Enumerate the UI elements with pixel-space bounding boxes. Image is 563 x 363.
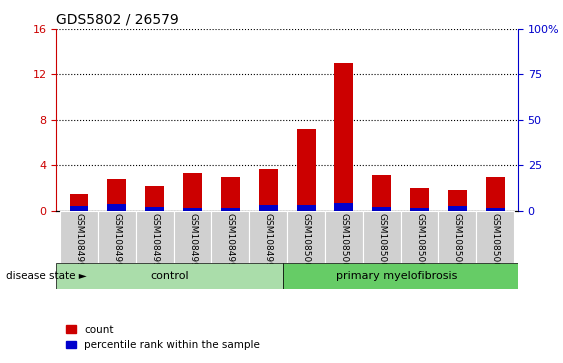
Bar [372,207,391,211]
Bar [439,211,476,263]
Text: GSM1084998: GSM1084998 [226,213,235,274]
Bar [212,211,249,263]
Bar [60,211,98,263]
Legend: count, percentile rank within the sample: count, percentile rank within the sample [61,321,265,354]
Bar [486,208,504,211]
Text: GSM1085000: GSM1085000 [302,213,311,274]
Text: GDS5802 / 26579: GDS5802 / 26579 [56,12,179,26]
Bar [259,205,278,211]
Bar [183,208,202,211]
Bar [70,193,88,206]
Bar [221,208,240,211]
Bar [259,168,278,205]
Bar [363,211,401,263]
Text: disease state ►: disease state ► [6,271,86,281]
Bar [401,211,439,263]
Bar [297,129,315,205]
Text: GSM1085003: GSM1085003 [415,213,424,274]
Text: GSM1085004: GSM1085004 [453,213,462,274]
Bar [334,203,354,211]
Bar [410,188,429,208]
Text: GSM1084996: GSM1084996 [150,213,159,274]
Bar [108,179,126,204]
Bar [283,263,533,289]
Text: primary myelofibrosis: primary myelofibrosis [336,271,458,281]
Bar [145,185,164,207]
Bar [486,176,504,208]
Bar [372,175,391,207]
Bar [297,205,315,211]
Bar [145,207,164,211]
Bar [448,206,467,211]
Text: GSM1085002: GSM1085002 [377,213,386,274]
Bar [183,173,202,208]
Text: GSM1085005: GSM1085005 [491,213,500,274]
Text: GSM1084997: GSM1084997 [188,213,197,274]
Bar [249,211,287,263]
Bar [221,176,240,208]
Bar [334,63,354,203]
Bar [56,263,283,289]
Text: GSM1084994: GSM1084994 [74,213,83,274]
Text: GSM1084999: GSM1084999 [263,213,272,274]
Bar [136,211,173,263]
Bar [325,211,363,263]
Text: control: control [150,271,189,281]
Text: GSM1085001: GSM1085001 [339,213,348,274]
Bar [410,208,429,211]
Bar [173,211,212,263]
Bar [70,206,88,211]
Bar [108,204,126,211]
Text: GSM1084995: GSM1084995 [113,213,122,274]
Bar [476,211,514,263]
Bar [287,211,325,263]
Bar [448,190,467,206]
Bar [98,211,136,263]
